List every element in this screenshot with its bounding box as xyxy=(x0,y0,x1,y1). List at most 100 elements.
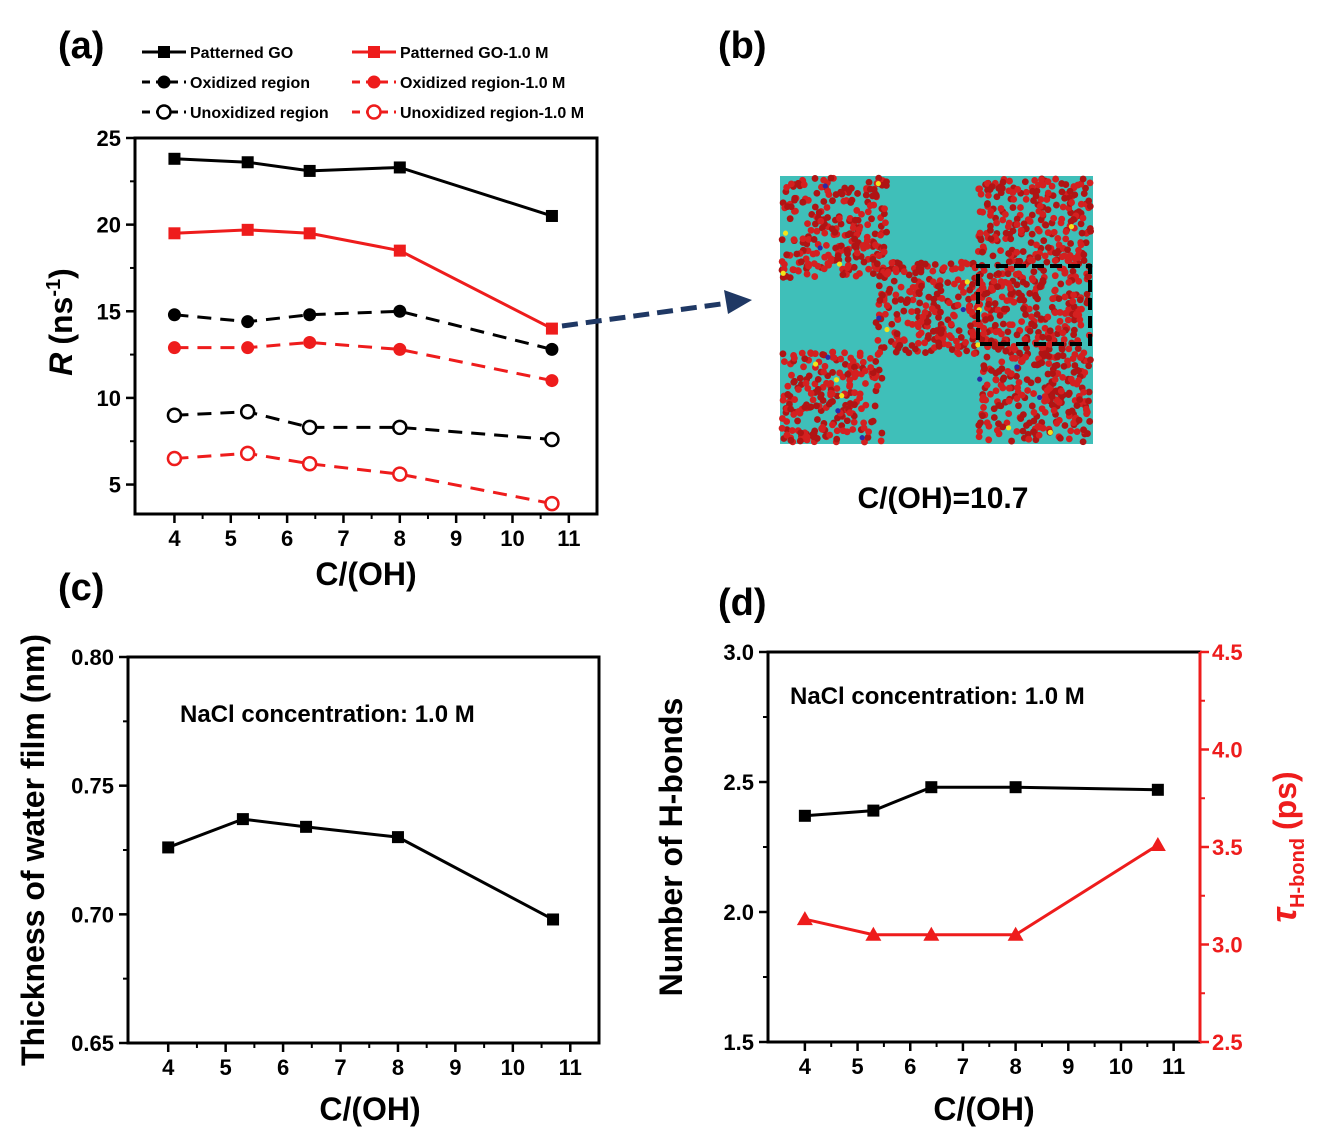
atom xyxy=(976,185,984,193)
atom xyxy=(787,405,795,413)
atom xyxy=(838,422,846,430)
y-tick-label: 0.70 xyxy=(71,902,114,927)
atom xyxy=(986,272,994,280)
data-point xyxy=(241,156,254,169)
atom xyxy=(1004,270,1012,278)
atom xyxy=(873,260,881,268)
atom xyxy=(781,358,788,366)
atom xyxy=(1005,187,1013,195)
atom xyxy=(1083,410,1090,418)
atom xyxy=(778,236,786,244)
data-point xyxy=(300,820,313,833)
series-a xyxy=(166,152,560,512)
atom xyxy=(1046,340,1054,348)
x-tick-label: 4 xyxy=(162,1055,175,1080)
y-axis-title-a: R (ns-1) xyxy=(43,268,79,376)
atom xyxy=(1035,431,1043,439)
atom xyxy=(957,334,965,341)
atom xyxy=(1026,256,1034,264)
atom xyxy=(839,427,847,435)
atom xyxy=(935,314,942,321)
atom xyxy=(888,320,896,328)
data-point xyxy=(392,419,408,436)
atom xyxy=(1079,175,1087,183)
atom xyxy=(795,267,802,275)
atom xyxy=(989,252,997,260)
atom xyxy=(784,390,792,398)
atom xyxy=(1036,202,1044,210)
atom xyxy=(1047,429,1053,435)
atom xyxy=(992,376,1000,384)
atom xyxy=(1041,252,1049,260)
data-point xyxy=(545,209,558,222)
x-tick-label: 10 xyxy=(1109,1054,1133,1079)
atom xyxy=(794,417,801,425)
atom xyxy=(1072,311,1080,318)
atom xyxy=(1062,181,1070,188)
atom xyxy=(988,183,996,190)
atom xyxy=(1080,190,1088,197)
atom xyxy=(888,259,896,267)
atom xyxy=(1039,210,1047,218)
atom xyxy=(946,332,954,339)
atom xyxy=(844,231,852,239)
data-point xyxy=(545,342,559,356)
atom xyxy=(877,437,885,445)
atom xyxy=(779,396,787,404)
atom xyxy=(936,277,944,285)
atom xyxy=(960,306,966,313)
atom xyxy=(1077,200,1085,208)
atom xyxy=(836,215,843,222)
atom xyxy=(861,367,869,375)
atom xyxy=(823,204,831,211)
atom xyxy=(810,236,818,243)
atom xyxy=(976,229,984,237)
atom xyxy=(780,270,786,276)
atom xyxy=(821,362,829,370)
x-tick-label: 7 xyxy=(337,526,349,551)
atom xyxy=(1054,353,1061,361)
atom xyxy=(1034,254,1042,261)
atom xyxy=(1037,315,1045,323)
atom xyxy=(987,390,994,398)
atom xyxy=(901,337,908,344)
atom xyxy=(897,296,905,304)
atom xyxy=(883,228,890,236)
data-point xyxy=(923,926,940,941)
atom xyxy=(880,243,888,251)
atom xyxy=(839,271,847,279)
atom xyxy=(786,215,794,223)
data-point xyxy=(1007,926,1024,941)
atom xyxy=(1015,402,1022,410)
atom xyxy=(994,283,1001,291)
atom xyxy=(1000,305,1008,313)
atom xyxy=(990,277,998,285)
series-line-1 xyxy=(174,309,553,351)
atom xyxy=(1056,309,1064,316)
atom xyxy=(1035,328,1042,336)
atom xyxy=(1066,187,1074,195)
atom xyxy=(1059,373,1067,381)
y-tick-label: 15 xyxy=(97,299,121,324)
atom xyxy=(969,280,976,288)
atom xyxy=(997,247,1004,255)
atom xyxy=(833,435,841,443)
atom xyxy=(1061,422,1069,429)
atom xyxy=(900,268,908,276)
x-tick-label: 6 xyxy=(277,1055,289,1080)
legend-marker xyxy=(158,46,170,58)
atom xyxy=(1052,387,1060,395)
atom xyxy=(872,241,879,249)
atom xyxy=(819,423,827,431)
atom xyxy=(954,349,961,356)
atom xyxy=(783,183,791,191)
atom xyxy=(783,431,791,439)
atom xyxy=(917,318,925,326)
atom xyxy=(1051,286,1059,294)
atom xyxy=(851,216,859,224)
legend-label: Patterned GO-1.0 M xyxy=(400,45,548,62)
atom xyxy=(999,216,1007,224)
atom xyxy=(1033,241,1040,249)
atom xyxy=(862,380,869,387)
atom xyxy=(859,242,867,249)
